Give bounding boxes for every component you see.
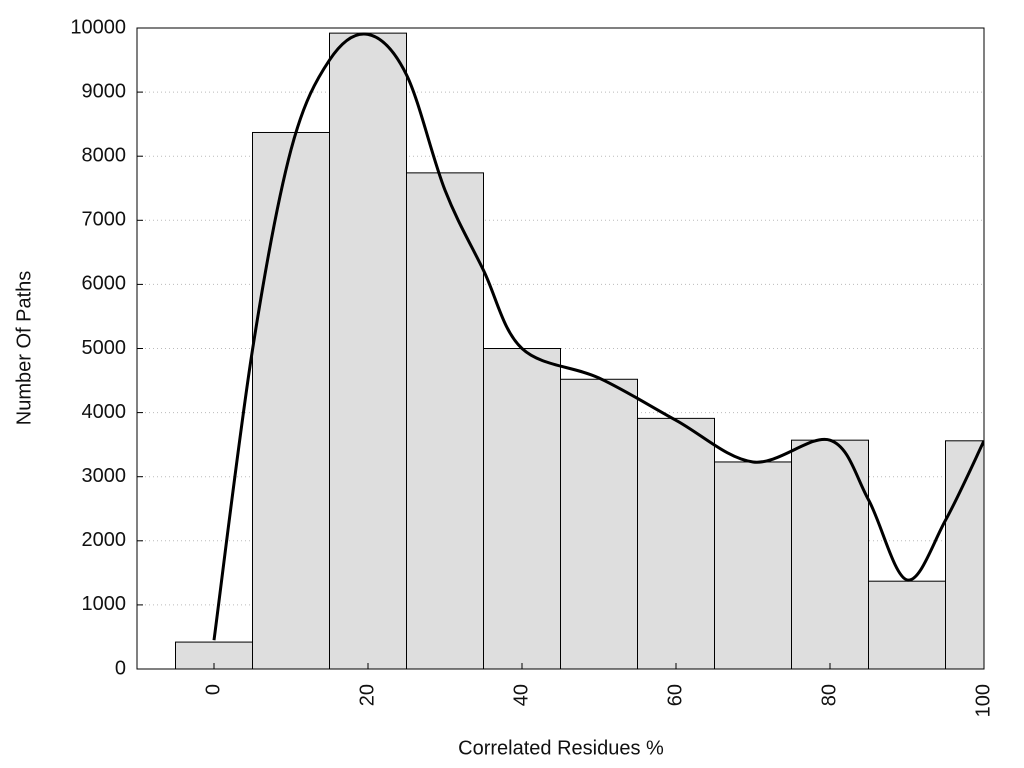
- y-tick-label: 2000: [82, 529, 127, 551]
- plot-area: [175, 32, 984, 669]
- bar: [329, 32, 407, 669]
- density-line: [212, 32, 984, 641]
- x-tick-label: 60: [664, 684, 686, 706]
- y-tick-label: 3000: [82, 465, 127, 487]
- y-tick-label: 6000: [82, 273, 127, 295]
- x-tick-label: 0: [202, 684, 224, 695]
- y-tick-label: 7000: [82, 209, 127, 231]
- bar: [252, 131, 330, 669]
- bar: [406, 172, 484, 669]
- x-tick-label: 40: [510, 684, 532, 706]
- y-tick-label: 0: [115, 657, 126, 679]
- bar: [714, 461, 792, 669]
- bar: [483, 348, 561, 669]
- x-axis-label: Correlated Residues %: [458, 737, 664, 759]
- y-tick-label: 8000: [82, 144, 127, 166]
- x-tick-label: 80: [818, 684, 840, 706]
- y-tick-label: 9000: [82, 80, 127, 102]
- bar: [637, 417, 715, 669]
- plot-frame: [136, 27, 985, 670]
- y-tick-label: 4000: [82, 401, 127, 423]
- x-tick-label: 100: [972, 684, 994, 717]
- y-tick-label: 10000: [70, 16, 126, 38]
- x-tick-label: 20: [356, 684, 378, 706]
- y-axis-label: Number Of Paths: [13, 271, 35, 426]
- y-tick-label: 5000: [82, 337, 127, 359]
- y-tick-label: 1000: [82, 593, 127, 615]
- bar: [560, 378, 638, 669]
- bar: [868, 580, 946, 669]
